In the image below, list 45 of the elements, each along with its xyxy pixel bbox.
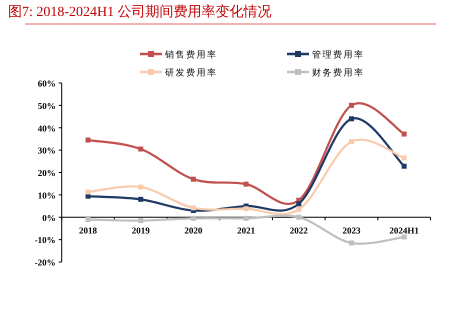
point	[348, 116, 354, 122]
legend-label: 销售费用率	[164, 50, 218, 60]
x-tick-label: 2018	[79, 225, 98, 236]
point	[348, 139, 354, 144]
y-tick-label: 30%	[38, 146, 56, 156]
point	[348, 240, 354, 246]
x-tick-label: 2023	[342, 225, 361, 236]
y-tick-label: 60%	[38, 78, 56, 88]
legend-label: 财务费用率	[312, 68, 364, 78]
x-tick-label: 2019	[132, 225, 150, 236]
point	[244, 216, 249, 221]
y-tick-label: -20%	[34, 258, 56, 268]
x-tick-label: 2024H1	[389, 225, 420, 236]
y-tick-label: 20%	[38, 168, 56, 178]
point	[296, 206, 302, 212]
point	[244, 182, 249, 187]
point	[244, 206, 249, 212]
legend-label: 研发费用率	[165, 68, 218, 78]
point	[190, 176, 196, 182]
point	[190, 216, 196, 221]
y-tick-label: 40%	[38, 123, 56, 134]
legend-label: 管理费用率	[312, 50, 364, 60]
point	[296, 214, 302, 220]
y-tick-label: 50%	[38, 100, 56, 111]
point	[86, 189, 91, 194]
y-tick-label: 10%	[38, 190, 56, 200]
point	[86, 216, 91, 222]
point	[402, 132, 407, 137]
point	[402, 164, 407, 169]
x-tick-label: 2022	[290, 225, 308, 236]
x-tick-label: 2020	[184, 225, 203, 236]
title: 图7: 2018-2024H1 公司期间费用率变化情况	[8, 5, 272, 20]
point	[138, 196, 144, 202]
point	[138, 218, 144, 224]
point	[348, 102, 354, 108]
point	[402, 155, 407, 160]
point	[138, 184, 144, 190]
y-tick-label: 0%	[42, 212, 56, 223]
point	[190, 205, 196, 210]
point	[138, 146, 144, 152]
point	[296, 201, 302, 206]
point	[402, 234, 407, 240]
point	[86, 138, 91, 143]
x-tick-label: 2021	[237, 225, 256, 236]
y-tick-label: -10%	[34, 235, 56, 246]
